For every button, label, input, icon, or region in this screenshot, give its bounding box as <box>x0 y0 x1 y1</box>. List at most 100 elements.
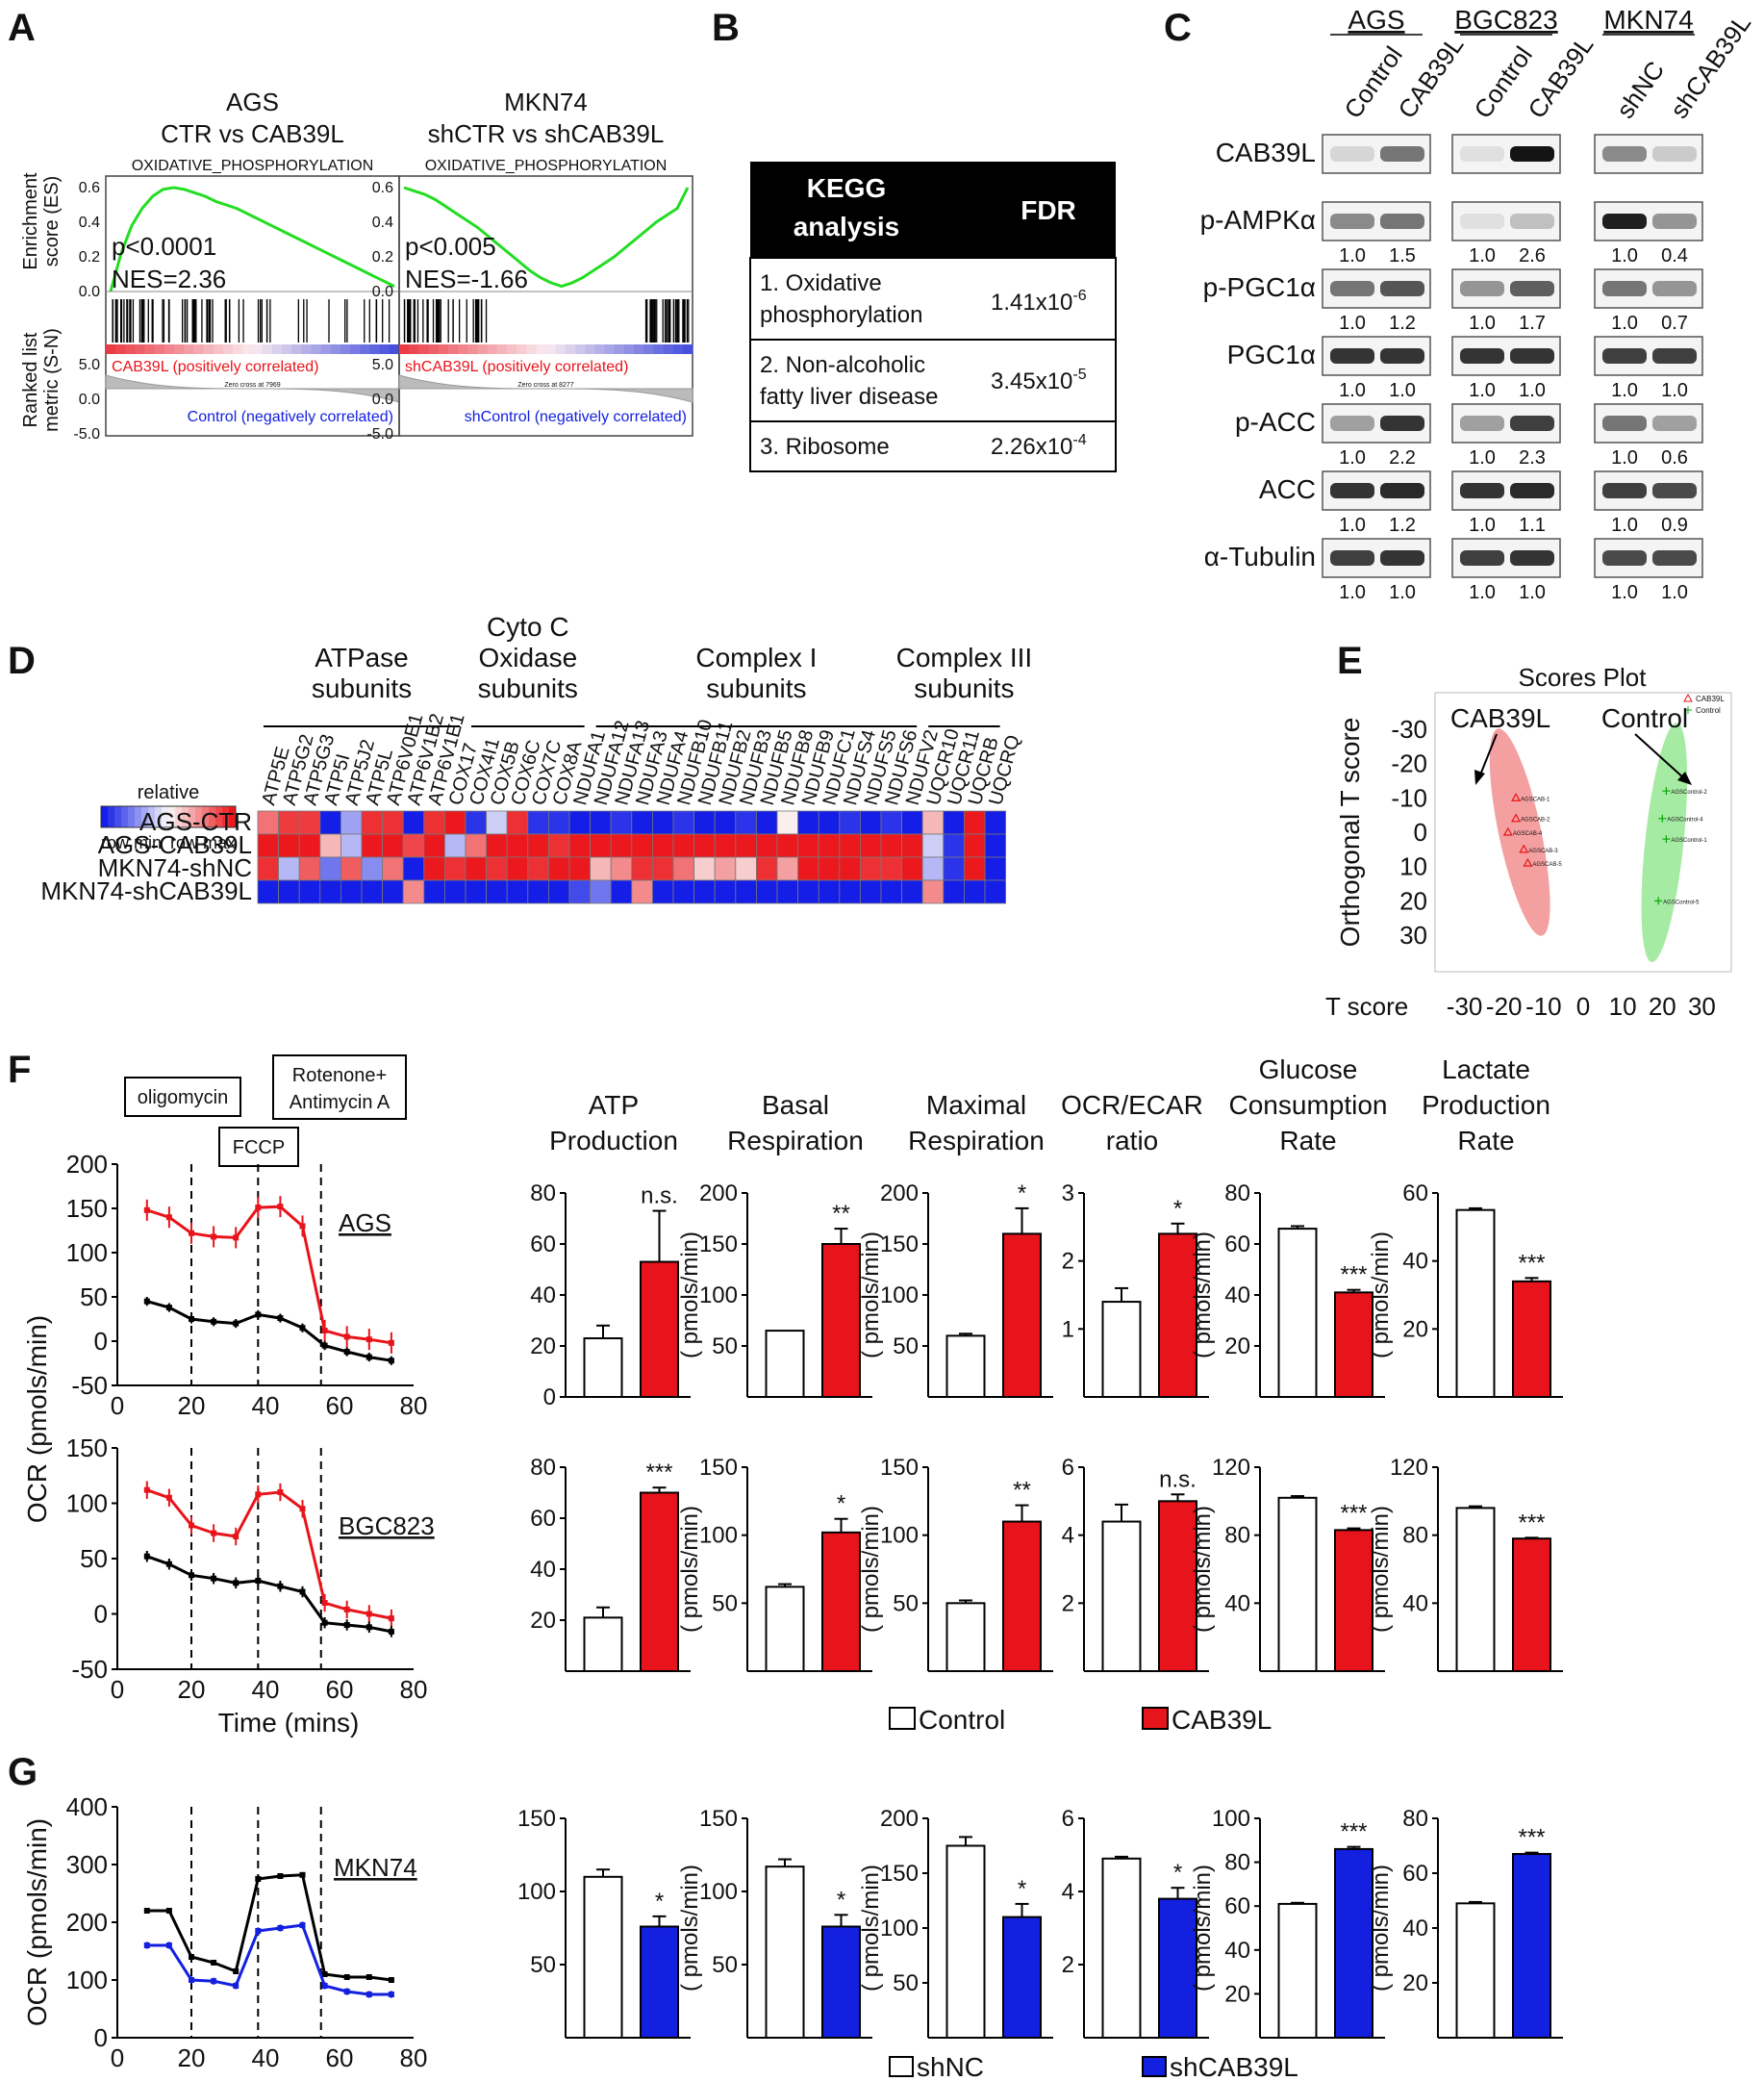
f-tc-1-cab39l-pt-5 <box>255 1491 262 1498</box>
panel-c-western-blot: AGSControlCAB39LBGC823ControlCAB39LMKN74… <box>1200 5 1757 603</box>
heat-cell-3-35 <box>984 879 1007 904</box>
quant-4-1-0: 1.0 <box>1469 447 1496 469</box>
f-tc-0-control-pt-2 <box>189 1316 194 1322</box>
kegg-term-1a: 1. Oxidative <box>760 270 882 296</box>
g-bar-1-bar-1 <box>821 1925 861 2039</box>
gene-group-1-2: subunits <box>478 673 578 703</box>
gene-group-1-1: Oxidase <box>478 643 577 673</box>
quant-1-2-1: 0.4 <box>1661 245 1688 266</box>
f-tc-xtick-0-2: 40 <box>252 1391 280 1420</box>
f-bar-1-5-bar-1 <box>1512 1537 1551 1672</box>
band-0-2-0 <box>1602 146 1647 162</box>
g-tc-shnc-pt-1 <box>165 1908 172 1914</box>
heat-cell-2-30 <box>880 856 903 881</box>
f-tc-1-cab39l-pt-9 <box>343 1606 350 1612</box>
quant-2-1-1: 1.7 <box>1519 313 1546 334</box>
heat-cell-3-13 <box>527 879 549 904</box>
gene-hits-0 <box>112 299 391 343</box>
f-bar-0-4-unit: ( pmols/min) <box>1190 1231 1216 1358</box>
panel-label-g: G <box>8 1751 38 1793</box>
heat-cell-3-19 <box>652 879 674 904</box>
legend-cab39l-label: CAB39L <box>1172 1705 1272 1735</box>
heat-cell-2-32 <box>921 856 945 881</box>
f-bar-1-3-tick-1: 4 <box>1062 1523 1074 1549</box>
sample-0: AGS-CTR <box>139 807 252 836</box>
heat-cell-1-11 <box>486 833 508 858</box>
f-bar-0-0-tick-0: 0 <box>543 1384 556 1410</box>
g-tc-shnc-pt-2 <box>189 1954 194 1960</box>
gsea-pos-label-0: CAB39L (positively correlated) <box>112 359 319 375</box>
f-tc-1-cab39l-pt-8 <box>321 1600 328 1606</box>
g-bar-0-bar-1 <box>640 1925 679 2039</box>
f-tc-0-control-pt-8 <box>321 1342 328 1349</box>
heat-cell-0-24 <box>756 810 778 835</box>
f-bar-0-3-tick-2: 3 <box>1062 1180 1074 1206</box>
gsea-p-0: p<0.0001 <box>112 232 216 261</box>
heat-cell-1-28 <box>839 833 861 858</box>
kegg-fdr-2: 3.45x10-5 <box>991 367 1087 394</box>
g-bar-4-bar-0 <box>1277 1902 1318 2040</box>
heat-cell-0-21 <box>693 810 716 835</box>
quant-3-0-0: 1.0 <box>1339 380 1366 401</box>
gene-group-2-1: subunits <box>706 673 806 703</box>
point-AGSControl-4 <box>1658 814 1667 823</box>
e-xtick-5: 20 <box>1649 992 1676 1021</box>
es-tick-0-2: 0.2 <box>79 249 100 266</box>
arrow-control <box>1634 733 1686 780</box>
f-bar-1-0-sig: *** <box>645 1459 672 1485</box>
f-tc-0-cab39l-pt-9 <box>343 1333 350 1340</box>
gsea-pos-label-1: shCAB39L (positively correlated) <box>405 359 628 375</box>
point-AGSControl-1 <box>1662 835 1671 844</box>
f-bar-0-4-tick-0: 20 <box>1224 1333 1250 1359</box>
f-bar-1-4-tick-1: 80 <box>1224 1523 1250 1549</box>
quant-4-1-1: 2.3 <box>1519 447 1546 469</box>
bar-title-0-1: Production <box>549 1126 678 1155</box>
scores-frame <box>1434 692 1732 973</box>
f-bar-1-1-bar-1 <box>821 1531 861 1672</box>
f-tc-cell-1: BGC823 <box>339 1511 435 1540</box>
f-bar-0-2-tick-0: 50 <box>893 1333 919 1359</box>
heat-cell-2-28 <box>839 856 861 881</box>
quant-1-1-0: 1.0 <box>1469 245 1496 266</box>
g-bar-5-sig: *** <box>1518 1825 1545 1851</box>
f-tc-xtick-1-0: 0 <box>111 1675 124 1704</box>
kegg-term-2b: fatty liver disease <box>760 384 938 410</box>
f-tc-0-cab39l-pt-10 <box>365 1336 372 1343</box>
f-bar-0-1-tick-2: 150 <box>699 1231 738 1257</box>
gsea-title-0: AGS <box>226 88 279 116</box>
heat-cell-3-23 <box>735 879 757 904</box>
band-3-0-0 <box>1330 348 1374 364</box>
f-tc-1-control-pt-0 <box>143 1553 150 1560</box>
point-label-4: AGSCAB-5 <box>1532 862 1562 868</box>
quant-3-1-1: 1.0 <box>1519 380 1546 401</box>
es-tick-1-1: 0.4 <box>372 215 393 231</box>
quant-6-2-1: 1.0 <box>1661 582 1688 603</box>
g-tc-shnc-pt-11 <box>388 1977 394 1983</box>
e-xtick-0: -30 <box>1447 992 1483 1021</box>
g-tc-shcab39l-pt-4 <box>233 1983 239 1989</box>
g-bar-4-tick-4: 100 <box>1212 1806 1250 1832</box>
gene-group-0-0: ATPase <box>315 643 409 673</box>
f-tc-0-cab39l-pt-6 <box>277 1204 284 1210</box>
quant-6-1-1: 1.0 <box>1519 582 1546 603</box>
oligomycin-label: oligomycin <box>138 1087 228 1108</box>
rank-ylabel-2: metric (S-N) <box>41 328 63 432</box>
band-5-2-0 <box>1602 483 1647 498</box>
f-tc-1-cab39l-pt-7 <box>299 1506 306 1512</box>
f-bar-0-0-sig: n.s. <box>641 1183 678 1209</box>
band-4-1-1 <box>1510 416 1554 431</box>
es-tick-0-3: 0.0 <box>79 284 100 300</box>
f-tc-1-cab39l-pt-11 <box>388 1615 394 1622</box>
kegg-fdr-1: 1.41x10-6 <box>991 288 1087 316</box>
heat-cell-1-33 <box>943 833 965 858</box>
heat-cell-2-25 <box>776 856 799 881</box>
heat-cell-2-11 <box>486 856 508 881</box>
gsea-subtitle-1: shCTR vs shCAB39L <box>428 119 665 148</box>
band-4-0-1 <box>1380 416 1424 431</box>
heat-cell-0-18 <box>631 810 653 835</box>
g-tc-shcab39l-line <box>146 1923 391 1996</box>
protein-1: p-AMPKα <box>1200 205 1316 235</box>
kegg-fdr-3: 2.26x10-4 <box>991 432 1087 460</box>
panel-label-b: B <box>712 7 740 49</box>
band-2-1-0 <box>1460 281 1504 296</box>
